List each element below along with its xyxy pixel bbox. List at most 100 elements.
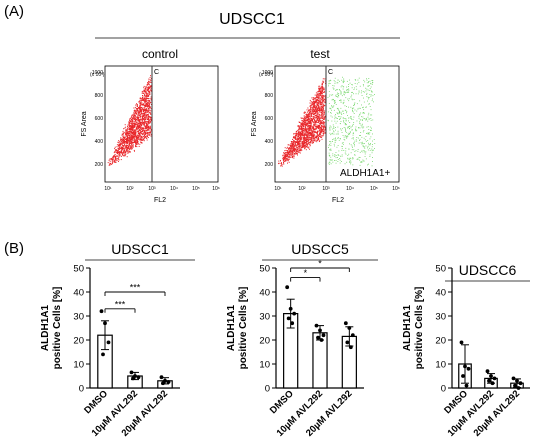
event-dot <box>310 127 312 129</box>
event-dot <box>143 109 145 111</box>
event-dot <box>334 116 336 118</box>
event-dot <box>149 85 151 87</box>
event-dot <box>306 109 308 111</box>
event-dot <box>137 112 139 114</box>
event-dot <box>324 127 326 129</box>
event-dot <box>140 138 142 140</box>
event-dot <box>348 128 350 130</box>
event-dot <box>323 134 325 136</box>
event-dot <box>362 106 364 108</box>
event-dot <box>134 118 136 120</box>
event-dot <box>336 120 338 122</box>
event-dot <box>297 129 299 131</box>
event-dot <box>328 80 330 82</box>
event-dot <box>365 140 367 142</box>
event-dot <box>312 138 314 140</box>
event-dot <box>313 138 315 140</box>
event-dot <box>353 149 355 151</box>
event-dot <box>144 113 145 115</box>
event-dot <box>352 157 354 159</box>
event-dot <box>147 82 149 84</box>
event-dot <box>298 121 300 123</box>
event-dot <box>323 91 325 93</box>
event-dot <box>142 123 144 125</box>
event-dot <box>129 121 131 123</box>
event-dot <box>370 129 372 131</box>
event-dot <box>133 135 134 137</box>
event-dot <box>316 138 318 140</box>
event-dot <box>324 80 326 82</box>
event-dot <box>132 141 133 143</box>
event-dot <box>144 136 146 138</box>
x-tick-label: 10⁶ <box>392 186 400 192</box>
event-dot <box>366 126 368 128</box>
event-dot <box>310 124 312 126</box>
event-dot <box>318 125 319 127</box>
event-dot <box>353 99 355 100</box>
event-dot <box>340 101 342 103</box>
panel-a-title: UDSCC1 <box>219 11 285 28</box>
event-dot <box>142 122 143 124</box>
event-dot <box>309 143 311 145</box>
event-dot <box>349 143 350 145</box>
event-dot <box>352 158 354 160</box>
event-dot <box>147 95 149 97</box>
event-dot <box>125 138 126 140</box>
event-dot <box>140 129 142 130</box>
event-dot <box>301 125 303 127</box>
event-dot <box>142 104 144 106</box>
event-dot <box>356 103 358 105</box>
data-point <box>348 345 353 350</box>
event-dot <box>302 122 304 124</box>
event-dot <box>120 147 122 149</box>
event-dot <box>309 124 311 126</box>
event-dot <box>298 134 300 135</box>
event-dot <box>364 153 366 155</box>
event-dot <box>135 135 137 137</box>
event-dot <box>310 106 312 108</box>
event-dot <box>323 96 324 98</box>
event-dot <box>372 149 374 151</box>
event-dot <box>121 143 123 145</box>
event-dot <box>317 114 319 116</box>
event-dot <box>363 112 364 113</box>
event-dot <box>316 115 318 117</box>
event-dot <box>150 90 152 92</box>
event-dot <box>129 122 131 124</box>
event-dot <box>345 120 347 122</box>
event-dot <box>317 98 319 100</box>
event-dot <box>308 121 310 122</box>
event-dot <box>322 94 324 96</box>
event-dot <box>372 95 374 97</box>
event-dot <box>350 96 352 98</box>
event-dot <box>345 97 347 99</box>
event-dot <box>301 132 303 134</box>
event-dot <box>133 136 135 138</box>
event-dot <box>367 114 369 116</box>
event-dot <box>133 127 135 128</box>
event-dot <box>367 147 368 149</box>
event-dot <box>322 87 324 89</box>
event-dot <box>127 150 129 152</box>
event-dot <box>319 113 321 115</box>
event-dot <box>373 139 375 140</box>
event-dot <box>362 127 364 129</box>
event-dot <box>303 144 305 145</box>
event-dot <box>136 113 138 115</box>
event-dot <box>307 123 309 125</box>
event-dot <box>118 148 120 150</box>
event-dot <box>305 124 307 126</box>
event-dot <box>322 114 324 116</box>
event-dot <box>136 105 138 107</box>
chart-title: UDSCC5 <box>291 241 349 257</box>
event-dot <box>313 100 315 102</box>
x-tick-label: 20µM AVL292 <box>472 388 522 438</box>
y-tick-label: 800 <box>95 93 104 99</box>
event-dot <box>122 147 124 149</box>
event-dot <box>298 151 300 153</box>
event-dot <box>312 126 313 128</box>
event-dot <box>126 140 128 142</box>
event-dot <box>372 140 373 142</box>
event-dot <box>334 115 336 117</box>
event-dot <box>147 104 149 106</box>
